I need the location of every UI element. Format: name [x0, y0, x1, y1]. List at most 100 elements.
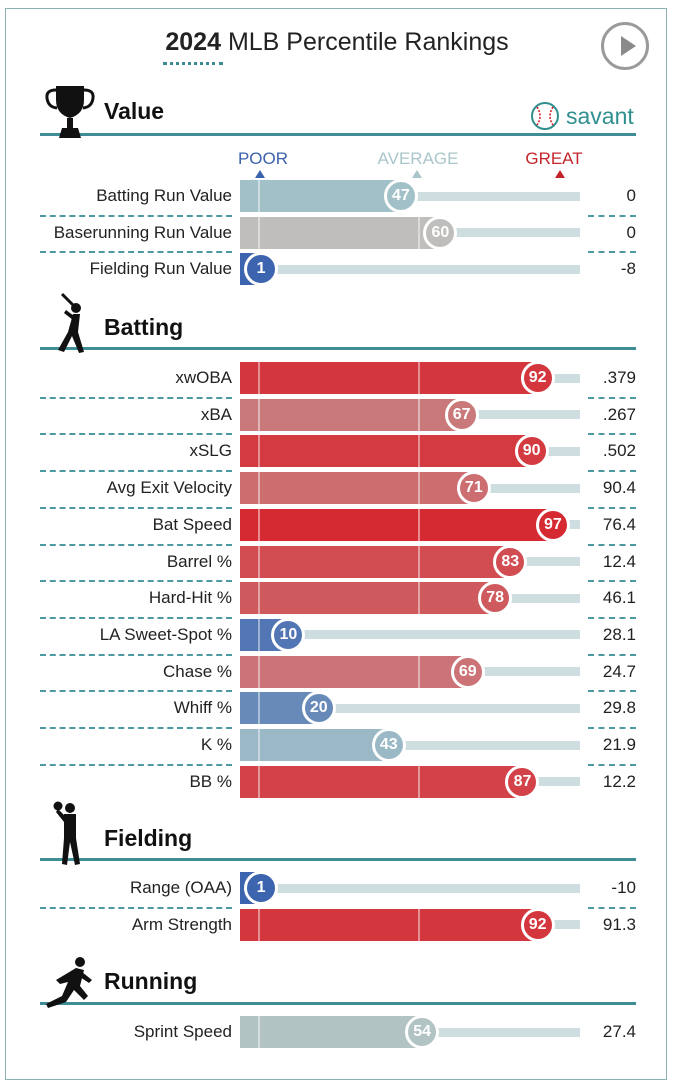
percentile-badge-k: 43 [371, 728, 406, 762]
runner-icon [40, 950, 100, 1020]
bar-tick-bb-1 [418, 765, 420, 798]
trophy-icon [40, 80, 100, 150]
metric-value-whiff: 29.8 [602, 698, 636, 718]
bar-tick-chase-1 [418, 655, 420, 688]
bar-hard-hit [240, 582, 496, 615]
title-underline [163, 62, 223, 66]
bar-tick-xba-0 [258, 398, 260, 431]
bar-tick-arm-strength-1 [418, 908, 420, 941]
title-text: MLB Percentile Rankings [227, 28, 509, 56]
scale-poor-marker [255, 170, 265, 178]
scale-poor-label: POOR [237, 149, 289, 168]
metric-value-chase: 24.7 [602, 661, 636, 681]
section-running-title: Running [104, 968, 198, 994]
batter-icon [40, 290, 100, 360]
scale-great-label: GREAT [525, 149, 583, 168]
metric-value-fielding-run-value: -8 [620, 259, 636, 279]
scale-average-marker [412, 170, 422, 178]
metric-value-bat-speed: 76.4 [602, 514, 636, 534]
bar-baserunning-run-value [240, 216, 441, 249]
section-value-divider [40, 133, 636, 136]
section-batting-divider [40, 347, 636, 350]
bar-tick-k-0 [258, 729, 260, 761]
percentile-badge-hard-hit: 78 [478, 581, 513, 616]
percentile-badge-xslg: 90 [514, 434, 549, 469]
percentile-badge-fielding-run-value: 1 [244, 252, 279, 287]
savant-wordmark: savant [566, 102, 634, 129]
bar-tick-bat-speed-0 [258, 508, 260, 541]
metric-label-la-sweet-spot: LA Sweet-Spot % [99, 624, 232, 644]
bar-tick-la-sweet-spot-0 [258, 618, 260, 651]
row-divider-right [588, 690, 636, 693]
percentile-badge-chase: 69 [450, 654, 485, 689]
row-divider-left [40, 763, 232, 766]
row-divider-right [588, 616, 636, 619]
bar-tick-barrel-1 [418, 545, 420, 578]
metric-value-batting-run-value: 0 [626, 186, 636, 205]
bar-tick-xslg-0 [258, 435, 260, 468]
bar-track-fielding-run-value [240, 264, 580, 274]
bar-chase [240, 655, 468, 688]
metric-value-la-sweet-spot: 28.1 [602, 624, 636, 644]
metric-label-hard-hit: Hard-Hit % [148, 588, 232, 608]
row-divider-left [40, 214, 232, 217]
row-divider-left [40, 543, 232, 546]
metric-value-arm-strength: 91.3 [602, 914, 636, 934]
section-running-divider [40, 1002, 636, 1005]
metric-value-sprint-speed: 27.4 [602, 1022, 636, 1041]
metric-value-barrel: 12.4 [602, 551, 636, 571]
percentile-badge-range-oaa: 1 [244, 871, 279, 905]
row-divider-right [588, 214, 636, 217]
bar-tick-avg-exit-velocity-1 [418, 472, 420, 505]
percentile-badge-sprint-speed: 54 [405, 1015, 440, 1049]
bar-tick-xwoba-0 [258, 362, 260, 394]
row-divider-right [588, 470, 636, 473]
metric-value-hard-hit: 46.1 [602, 588, 636, 608]
metric-value-range-oaa: -10 [611, 878, 636, 897]
section-fielding-title: Fielding [104, 825, 193, 851]
percentile-badge-bb: 87 [505, 764, 540, 799]
row-divider-right [588, 580, 636, 583]
bar-track-k [240, 740, 580, 750]
row-divider-left [40, 396, 232, 399]
metric-label-whiff: Whiff % [173, 698, 232, 718]
bar-k [240, 729, 389, 761]
bar-track-range-oaa [240, 883, 580, 893]
bar-arm-strength [240, 908, 538, 941]
bar-track-whiff [240, 703, 580, 713]
metric-label-bb: BB % [189, 771, 232, 791]
row-divider-left [40, 580, 232, 583]
row-divider-left [40, 616, 232, 619]
metric-label-range-oaa: Range (OAA) [129, 878, 232, 897]
percentile-badge-xba: 67 [444, 397, 479, 432]
bar-bat-speed [240, 508, 553, 541]
bar-barrel [240, 545, 511, 578]
percentile-badge-bat-speed: 97 [535, 507, 570, 542]
bar-xwoba [240, 362, 538, 394]
row-divider-right [588, 506, 636, 509]
savant-logo: savant [530, 98, 634, 134]
bar-tick-arm-strength-0 [258, 908, 260, 941]
metric-label-xwoba: xwOBA [175, 368, 232, 387]
metric-label-arm-strength: Arm Strength [131, 914, 232, 934]
row-divider-left [40, 906, 232, 909]
row-divider-right [588, 251, 636, 254]
bar-tick-avg-exit-velocity-0 [258, 472, 260, 505]
scale-average-label: AVERAGE [377, 149, 459, 168]
metric-value-xslg: .502 [602, 441, 636, 461]
row-divider-left [40, 690, 232, 693]
metric-label-barrel: Barrel % [166, 551, 232, 571]
play-button[interactable] [601, 22, 649, 70]
metric-value-xba: .267 [602, 404, 636, 424]
row-divider-left [40, 251, 232, 254]
row-divider-right [588, 396, 636, 399]
metric-label-baserunning-run-value: Baserunning Run Value [53, 222, 232, 242]
row-divider-right [588, 727, 636, 729]
metric-value-avg-exit-velocity: 90.4 [602, 478, 636, 498]
metric-label-avg-exit-velocity: Avg Exit Velocity [106, 478, 232, 498]
row-divider-right [588, 763, 636, 766]
title-year: 2024 [165, 28, 221, 56]
percentile-badge-la-sweet-spot: 10 [271, 617, 306, 652]
percentile-badge-avg-exit-velocity: 71 [456, 471, 491, 506]
metric-label-fielding-run-value: Fielding Run Value [89, 259, 232, 279]
